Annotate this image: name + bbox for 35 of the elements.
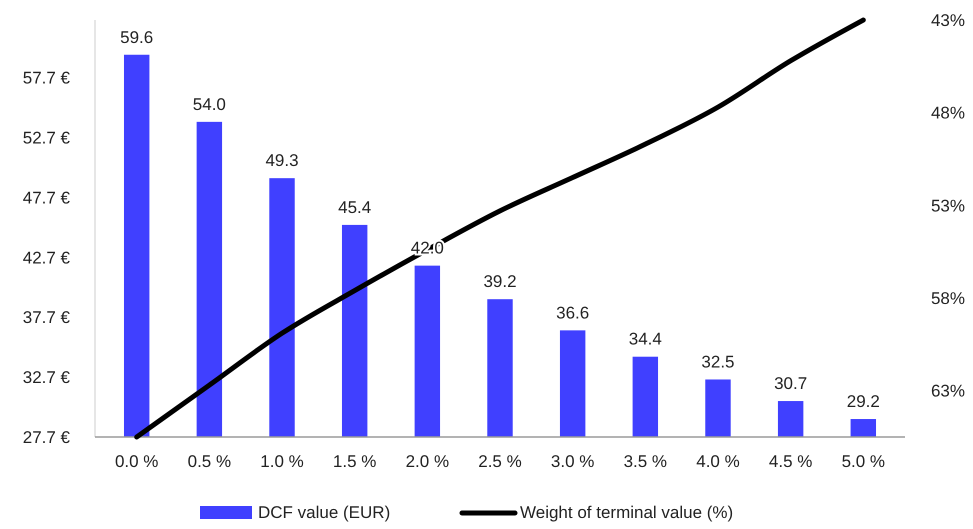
y-tick-label: 37.7 € xyxy=(22,308,71,328)
data-label: 34.4 xyxy=(628,330,662,349)
data-label: 32.5 xyxy=(701,352,735,372)
y-tick-label: 32.7 € xyxy=(22,368,71,388)
y2-tick-label: 63% xyxy=(930,382,965,401)
x-tick-label: 2.5 % xyxy=(478,452,522,471)
y2-tick-label: 43% xyxy=(930,11,965,30)
y-tick-label: 27.7 € xyxy=(22,428,71,447)
y2-tick-label: 48% xyxy=(930,104,965,123)
data-label: 49.3 xyxy=(265,151,299,170)
data-label: 36.6 xyxy=(556,303,590,322)
x-tick-label: 3.5 % xyxy=(624,452,668,471)
x-tick-label: 1.5 % xyxy=(332,452,376,471)
x-tick-label: 0.0 % xyxy=(114,452,158,471)
x-tick-label: 1.0 % xyxy=(260,452,304,471)
x-tick-label: 5.0 % xyxy=(842,452,886,471)
y2-tick-label: 58% xyxy=(930,289,965,308)
y2-tick-label: 53% xyxy=(930,196,965,216)
x-tick-label: 4.0 % xyxy=(696,452,740,471)
data-label: 30.7 xyxy=(774,374,808,394)
data-label: 45.4 xyxy=(338,198,372,217)
x-tick-label: 0.5 % xyxy=(188,452,232,471)
legend-label: Weight of terminal value (%) xyxy=(520,503,734,522)
x-tick-label: 4.5 % xyxy=(768,452,812,471)
y-tick-label: 52.7 € xyxy=(22,128,71,148)
x-tick-label: 2.0 % xyxy=(406,452,450,471)
data-label: 39.2 xyxy=(483,272,517,292)
legend-label: DCF value (EUR) xyxy=(258,503,390,522)
data-label: 59.6 xyxy=(120,28,154,47)
data-label: 29.2 xyxy=(846,392,880,412)
y-tick-label: 57.7 € xyxy=(22,68,71,88)
x-tick-label: 3.0 % xyxy=(550,452,594,471)
data-label: 54.0 xyxy=(192,94,226,114)
y-tick-label: 47.7 € xyxy=(22,188,71,208)
y-tick-label: 42.7 € xyxy=(22,248,71,268)
